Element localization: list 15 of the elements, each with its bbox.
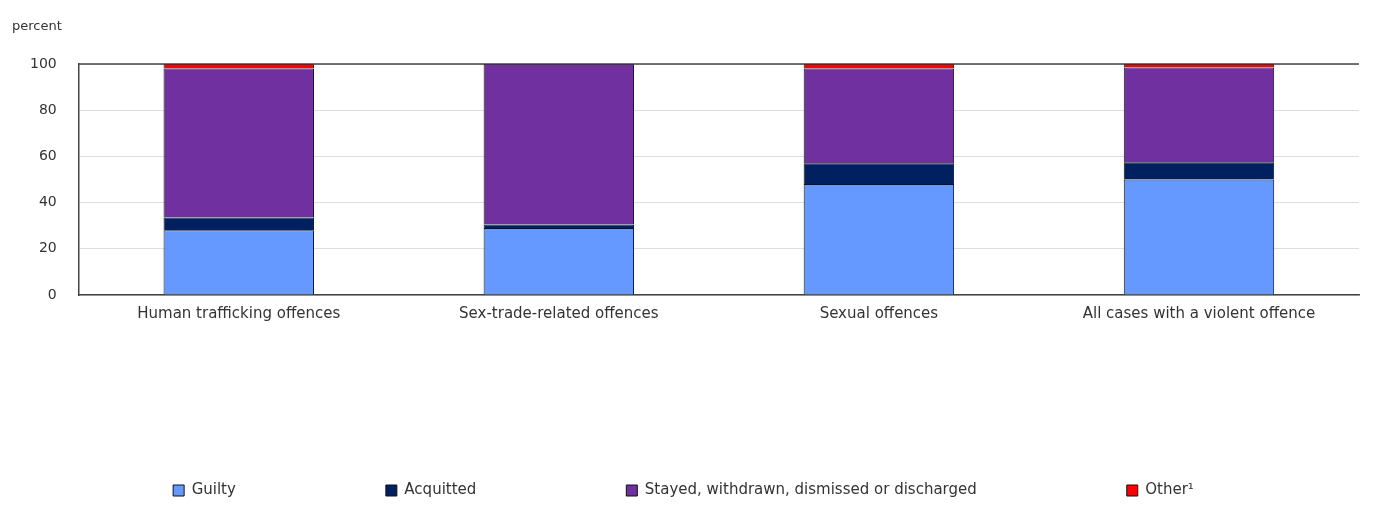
legend-label: Acquitted xyxy=(404,480,477,499)
y-tick-label: 60 xyxy=(38,147,57,164)
y-axis-title: percent xyxy=(12,17,62,33)
x-tick-label: All cases with a violent offence xyxy=(1082,303,1316,322)
y-tick-label: 0 xyxy=(47,285,57,302)
x-tick-label: Human trafficking offences xyxy=(137,303,341,322)
x-tick-label: Sexual offences xyxy=(819,303,939,322)
y-tick-label: 20 xyxy=(38,239,57,256)
legend-label: Guilty xyxy=(191,480,236,499)
y-tick-label: 100 xyxy=(29,54,57,71)
y-tick-label: 80 xyxy=(38,100,57,117)
x-tick-label: Sex-trade-related offences xyxy=(459,303,659,322)
legend-label: Other¹ xyxy=(1145,480,1194,499)
legend-label: Stayed, withdrawn, dismissed or discharged xyxy=(644,480,977,499)
y-tick-label: 40 xyxy=(38,193,57,210)
